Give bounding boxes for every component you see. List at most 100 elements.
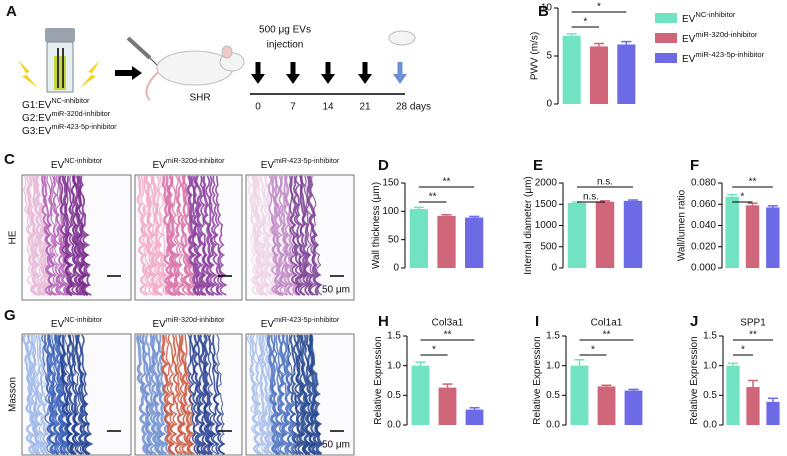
syringe bbox=[126, 36, 152, 60]
tissue-fiber bbox=[177, 334, 191, 455]
tissue-fiber bbox=[136, 175, 149, 297]
y-axis-label: Relative Expression bbox=[689, 336, 700, 424]
tissue-fiber bbox=[52, 334, 66, 455]
tissue-fiber bbox=[287, 334, 301, 455]
sup-label: EVNC-inhibitor bbox=[51, 315, 103, 330]
tissue-fiber bbox=[277, 334, 291, 455]
label-base: EV bbox=[51, 160, 65, 171]
y-tick-label: 1.0 bbox=[387, 360, 401, 371]
y-tick-label: 0.0 bbox=[387, 420, 401, 431]
tissue-fiber bbox=[37, 334, 50, 455]
label-base: EV bbox=[682, 14, 696, 25]
tissue-fiber bbox=[180, 175, 194, 296]
y-tick-label: 0 bbox=[393, 263, 399, 274]
tissue-fiber bbox=[253, 175, 270, 297]
y-axis-label: Relative Expression bbox=[373, 336, 384, 424]
cuvette-cap bbox=[45, 28, 75, 42]
animal-label: SHR bbox=[189, 93, 210, 104]
sup-label: G1:EVNC-inhibitor bbox=[22, 96, 90, 111]
tissue-fiber bbox=[69, 334, 82, 455]
timeline-arrow bbox=[290, 62, 296, 74]
sup-label: EVmiR-423-5p-inhibitor bbox=[261, 156, 340, 171]
tissue-fiber bbox=[61, 334, 76, 455]
tissue-fiber bbox=[155, 334, 169, 456]
bar bbox=[409, 209, 428, 268]
y-axis-label: PWV (m/s) bbox=[529, 32, 540, 80]
tissue-fiber bbox=[292, 175, 306, 296]
cuvette-fluid bbox=[54, 56, 66, 90]
timeline-label: 28 days bbox=[396, 102, 431, 113]
bar bbox=[437, 215, 456, 268]
timeline-arrow bbox=[362, 62, 368, 74]
bar bbox=[766, 207, 780, 268]
y-tick-label: 0.080 bbox=[691, 178, 716, 189]
bar bbox=[726, 365, 740, 425]
tissue-fiber bbox=[247, 175, 259, 296]
label-base: EV bbox=[261, 160, 275, 171]
y-tick-label: 50 bbox=[388, 234, 400, 245]
tissue-fiber bbox=[283, 175, 296, 296]
tissue-fiber bbox=[206, 334, 219, 455]
sup-label: EVmiR-320d-inhibitor bbox=[152, 156, 225, 171]
label-base: EV bbox=[152, 319, 166, 330]
tissue-fiber bbox=[149, 334, 162, 456]
y-tick-label: 0.5 bbox=[703, 390, 717, 401]
tissue-fiber bbox=[255, 334, 268, 455]
y-tick-label: 1.0 bbox=[703, 360, 717, 371]
y-tick-label: 0 bbox=[551, 263, 557, 274]
y-tick-label: 1.5 bbox=[387, 331, 401, 342]
label-sup: miR-320d-inhibitor bbox=[166, 156, 225, 165]
bar bbox=[597, 386, 616, 425]
bar bbox=[725, 196, 739, 268]
scale-label: 50 μm bbox=[322, 285, 350, 296]
label-base: EV bbox=[682, 34, 696, 45]
tissue-fiber bbox=[192, 334, 207, 456]
significance-label: * bbox=[432, 345, 436, 356]
tissue-fiber bbox=[215, 175, 228, 296]
legend-swatch bbox=[655, 13, 677, 23]
tissue-fiber bbox=[79, 175, 92, 296]
significance-label: ** bbox=[749, 177, 757, 188]
y-tick-label: 1.5 bbox=[703, 331, 717, 342]
tissue-fiber bbox=[205, 175, 219, 296]
label-sup: miR-423-5p-inhibitor bbox=[51, 122, 117, 131]
tissue-fiber bbox=[52, 175, 66, 296]
timeline-arrow-head bbox=[286, 74, 300, 84]
tissue-fiber bbox=[175, 175, 186, 296]
y-tick-label: 100 bbox=[382, 206, 399, 217]
label-sup: miR-423-5p-inhibitor bbox=[274, 315, 340, 324]
bar bbox=[465, 409, 484, 425]
label-base: G1:EV bbox=[22, 100, 52, 111]
tissue-fiber bbox=[202, 175, 215, 297]
tissue-fiber bbox=[264, 175, 278, 296]
tissue-fiber bbox=[299, 175, 314, 296]
timeline-arrow-head bbox=[393, 74, 407, 84]
tissue-fiber bbox=[212, 334, 225, 455]
mouse-body bbox=[156, 50, 234, 86]
label-sup: miR-320d-inhibitor bbox=[695, 30, 758, 39]
significance-label: ** bbox=[603, 330, 611, 341]
tissue-fiber bbox=[310, 175, 323, 296]
label-sup: NC-inhibitor bbox=[64, 156, 103, 165]
tissue-fiber bbox=[71, 175, 83, 296]
legend-swatch bbox=[655, 33, 677, 43]
label-base: EV bbox=[51, 319, 65, 330]
bar bbox=[617, 44, 636, 104]
bar bbox=[595, 201, 615, 268]
significance-label: ** bbox=[444, 330, 452, 341]
tissue-fiber bbox=[141, 334, 155, 456]
sup-label: G2:EVmiR-320d-inhibitor bbox=[22, 109, 111, 124]
significance-label: * bbox=[591, 345, 595, 356]
tissue-fiber bbox=[56, 334, 72, 456]
chart-title: Col1a1 bbox=[591, 318, 623, 329]
scale-label: 50 μm bbox=[322, 440, 350, 451]
tissue-fiber bbox=[136, 334, 150, 456]
dose-text: injection bbox=[267, 40, 304, 51]
y-tick-label: 0.020 bbox=[691, 241, 716, 252]
label-sup: miR-320d-inhibitor bbox=[51, 109, 110, 118]
tissue-fiber bbox=[38, 334, 51, 455]
panel-label: A bbox=[6, 3, 17, 20]
tissue-fiber bbox=[266, 334, 281, 456]
timeline-label: 14 bbox=[322, 102, 334, 113]
